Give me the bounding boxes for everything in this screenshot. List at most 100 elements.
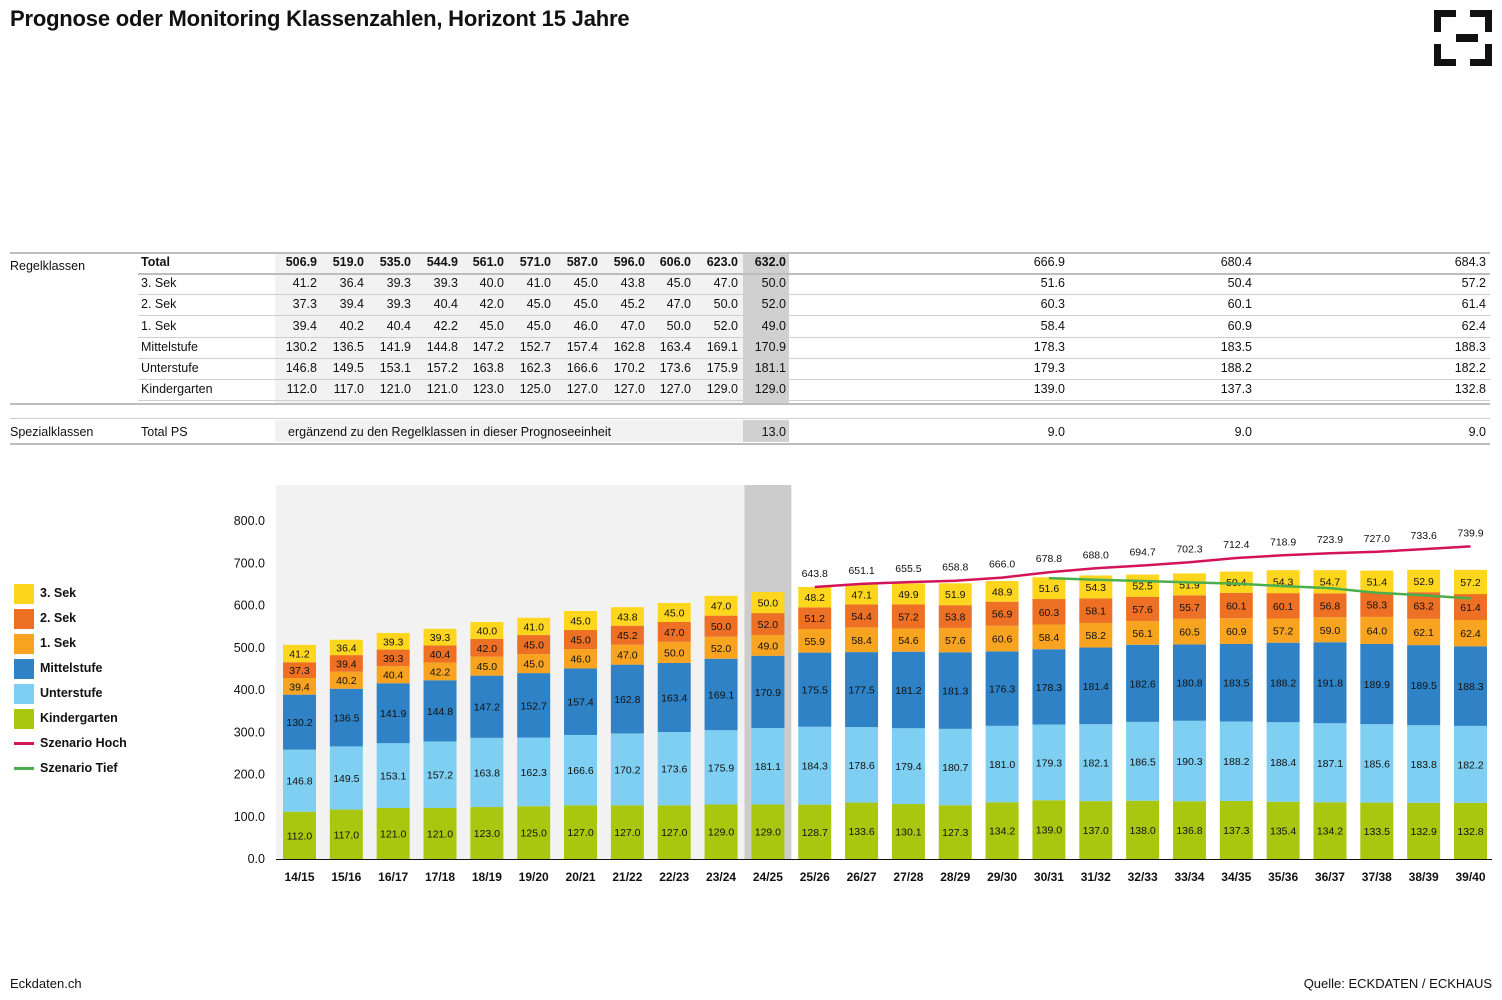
x-tick-label: 17/18 bbox=[425, 870, 455, 884]
table-cell-current: 52.0 bbox=[761, 297, 786, 312]
x-tick-label: 23/24 bbox=[706, 870, 736, 884]
table-cell: 40.4 bbox=[433, 297, 458, 312]
table-cell-future: 57.2 bbox=[1461, 276, 1486, 291]
table-cell: 47.0 bbox=[666, 297, 691, 312]
bar-segment bbox=[1079, 801, 1113, 859]
table-cell: 163.4 bbox=[659, 339, 691, 354]
bar-segment bbox=[845, 802, 879, 859]
bar-segment bbox=[938, 652, 972, 729]
bar-segment-label: 60.9 bbox=[1226, 626, 1247, 638]
bar-segment-label: 56.1 bbox=[1132, 628, 1153, 640]
bar-segment-label: 132.9 bbox=[1411, 826, 1437, 838]
x-tick-label: 20/21 bbox=[566, 870, 596, 884]
bar-segment bbox=[1032, 599, 1066, 625]
bar-segment-label: 117.0 bbox=[334, 829, 360, 841]
bar-segment-label: 40.4 bbox=[383, 670, 404, 682]
table-cell: 121.0 bbox=[426, 382, 458, 397]
bar-segment bbox=[1079, 575, 1113, 599]
bar-segment-label: 40.4 bbox=[430, 649, 451, 661]
bar-segment bbox=[1454, 569, 1487, 595]
bar-segment-label: 47.0 bbox=[664, 627, 685, 639]
bar-segment bbox=[423, 680, 457, 742]
bar-segment bbox=[1219, 721, 1253, 801]
bar-segment-label: 163.8 bbox=[474, 767, 500, 779]
spezial-note-shade bbox=[275, 420, 743, 442]
bar-segment bbox=[1172, 720, 1206, 802]
legend-item: 1. Sek bbox=[14, 632, 214, 654]
bar-segment-label: 121.0 bbox=[427, 828, 453, 840]
legend-item: Mittelstufe bbox=[14, 657, 214, 679]
bar-segment-label: 146.8 bbox=[286, 776, 312, 788]
bar-segment bbox=[751, 591, 785, 614]
bar-segment-label: 62.1 bbox=[1413, 627, 1434, 639]
bar-segment-label: 58.4 bbox=[851, 635, 872, 647]
bar-segment-label: 112.0 bbox=[287, 830, 313, 842]
bar-segment-label: 60.1 bbox=[1273, 601, 1294, 613]
spezial-future: 9.0 bbox=[1234, 425, 1252, 439]
bar-segment-label: 54.3 bbox=[1086, 582, 1107, 594]
row-divider bbox=[138, 400, 1490, 402]
x-tick-label: 28/29 bbox=[940, 870, 970, 884]
bar-segment-label: 188.4 bbox=[1270, 757, 1296, 769]
spezial-label: Total PS bbox=[141, 425, 188, 439]
bar-segment-label: 41.0 bbox=[523, 621, 544, 633]
bar-segment bbox=[798, 804, 832, 859]
bar-segment-label: 128.7 bbox=[802, 827, 828, 839]
bar-segment bbox=[845, 604, 879, 628]
table-cell-future: 50.4 bbox=[1227, 276, 1252, 291]
bar-segment-label: 157.2 bbox=[427, 770, 453, 782]
scenario-label: 718.9 bbox=[1270, 536, 1296, 548]
bar-segment-label: 52.0 bbox=[711, 643, 732, 655]
table-cell: 130.2 bbox=[285, 339, 317, 354]
row-label: 3. Sek bbox=[141, 276, 177, 291]
table-cell: 606.0 bbox=[659, 255, 691, 269]
legend-label: Szenario Tief bbox=[40, 761, 118, 775]
bar-segment bbox=[329, 688, 363, 747]
bar-segment bbox=[423, 645, 457, 663]
bar-segment bbox=[610, 644, 644, 665]
bar-segment bbox=[329, 809, 363, 859]
y-tick-label: 100.0 bbox=[234, 810, 265, 824]
scenario-label: 712.4 bbox=[1223, 539, 1249, 551]
bar-segment-label: 139.0 bbox=[1036, 825, 1062, 837]
bar-segment bbox=[845, 627, 879, 653]
table-cell-future: 137.3 bbox=[1220, 382, 1252, 397]
table-cell: 170.2 bbox=[613, 361, 645, 375]
bar-segment bbox=[1313, 642, 1347, 724]
bar-segment-label: 184.3 bbox=[802, 761, 828, 773]
table-cell-future: 188.3 bbox=[1454, 339, 1486, 354]
table-mid-rule bbox=[10, 403, 1490, 405]
table-cell-future: 183.5 bbox=[1220, 339, 1252, 354]
table-cell-future: 51.6 bbox=[1040, 276, 1065, 291]
bar-segment-label: 45.0 bbox=[570, 615, 591, 627]
bar-segment-label: 181.4 bbox=[1083, 681, 1109, 693]
table-cell: 169.1 bbox=[706, 339, 738, 354]
bar-segment-label: 63.2 bbox=[1413, 601, 1434, 613]
table-cell: 45.0 bbox=[526, 318, 551, 333]
bar-segment bbox=[1172, 595, 1206, 619]
bar-segment-label: 47.0 bbox=[617, 650, 638, 662]
y-tick-label: 800.0 bbox=[234, 514, 265, 528]
bar-segment-label: 52.5 bbox=[1132, 581, 1153, 593]
bar-segment-label: 60.3 bbox=[1039, 607, 1060, 619]
scenario-label: 643.8 bbox=[802, 568, 828, 580]
y-tick-label: 0.0 bbox=[248, 852, 265, 866]
bar-segment bbox=[891, 604, 925, 629]
bar-segment-label: 181.3 bbox=[942, 686, 968, 698]
bar-segment bbox=[517, 673, 551, 738]
bar-segment-label: 57.2 bbox=[1273, 626, 1294, 638]
table-cell: 146.8 bbox=[285, 361, 317, 375]
table-cell-future: 182.2 bbox=[1454, 361, 1486, 375]
legend-label: Mittelstufe bbox=[40, 661, 103, 675]
table-cell: 129.0 bbox=[706, 382, 738, 397]
bar-segment-label: 136.8 bbox=[1176, 825, 1202, 837]
table-cell-future: 684.3 bbox=[1454, 255, 1486, 269]
legend-item: 2. Sek bbox=[14, 607, 214, 629]
bar-segment-label: 134.2 bbox=[989, 826, 1015, 838]
bar-segment bbox=[657, 641, 691, 663]
bar-segment bbox=[283, 811, 316, 859]
table-cell-future: 62.4 bbox=[1461, 318, 1486, 333]
bar-segment-label: 61.4 bbox=[1460, 602, 1481, 614]
bar-segment bbox=[938, 728, 972, 806]
bar-segment bbox=[376, 683, 410, 744]
